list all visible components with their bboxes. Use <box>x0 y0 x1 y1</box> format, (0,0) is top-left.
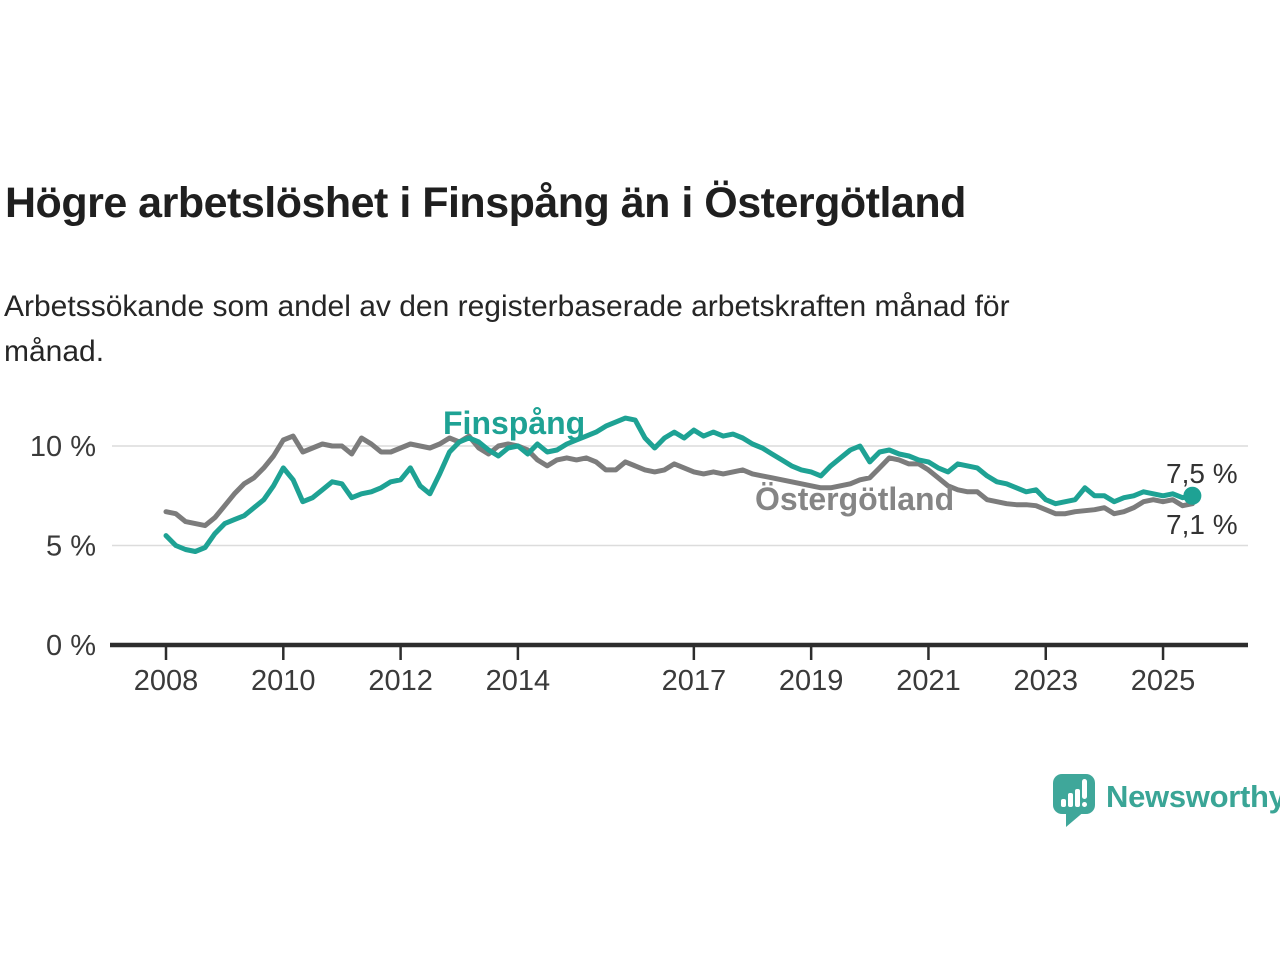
y-axis-labels: 0 % 5 % 10 % <box>30 431 96 662</box>
ostergotland-end-value-label: 7,1 % <box>1166 509 1238 540</box>
logo-bubble <box>1053 774 1095 814</box>
x-tick-label-2017: 2017 <box>662 665 727 697</box>
x-axis <box>110 642 1248 660</box>
series-lines <box>163 415 1202 554</box>
x-tick-label-2008: 2008 <box>134 665 199 697</box>
ostergotland-series-label: Östergötland <box>755 481 954 517</box>
page-title: Högre arbetslöshet i Finspång än i Öster… <box>5 178 966 227</box>
x-tick-label-2023: 2023 <box>1013 665 1078 697</box>
logo-bar-3 <box>1075 789 1080 807</box>
y-tick-label-0: 0 % <box>46 630 96 662</box>
newsworthy-logo-icon <box>1053 774 1095 827</box>
newsworthy-logo: Newsworthy <box>1053 774 1280 827</box>
x-tick-label-2010: 2010 <box>251 665 316 697</box>
x-tick-label-2019: 2019 <box>779 665 844 697</box>
finspang-series-label: Finspång <box>443 405 585 441</box>
logo-bubble-tail <box>1066 810 1086 827</box>
x-axis-labels: 2008 2010 2012 2014 2017 2019 2021 2023 2025 <box>134 665 1196 697</box>
subtitle-line-1: Arbetssökande som andel av den registerb… <box>4 290 1010 323</box>
newsworthy-logo-text: Newsworthy <box>1106 779 1280 814</box>
stergtland-line <box>163 433 1195 529</box>
finspng-line <box>163 415 1195 554</box>
y-tick-label-10: 10 % <box>30 431 96 463</box>
finspang-end-value-label: 7,5 % <box>1166 458 1238 489</box>
x-tick-label-2012: 2012 <box>368 665 433 697</box>
logo-exclamation-bar <box>1082 779 1087 799</box>
y-tick-label-5: 5 % <box>46 531 96 563</box>
chart-subtitle: Arbetssökande som andel av den registerb… <box>4 284 1234 374</box>
logo-exclamation-dot <box>1082 802 1087 807</box>
x-tick-label-2025: 2025 <box>1131 665 1196 697</box>
latest-value-dot <box>1183 486 1202 505</box>
subtitle-line-2: månad. <box>4 335 105 368</box>
x-tick-label-2014: 2014 <box>486 665 551 697</box>
logo-bar-1 <box>1061 799 1066 807</box>
line-chart: 0 %5 %10 % 2008 2010 2012 2014 2017 2019 2021 2… <box>30 405 1248 697</box>
x-tick-label-2021: 2021 <box>896 665 961 697</box>
logo-bar-2 <box>1068 793 1073 807</box>
